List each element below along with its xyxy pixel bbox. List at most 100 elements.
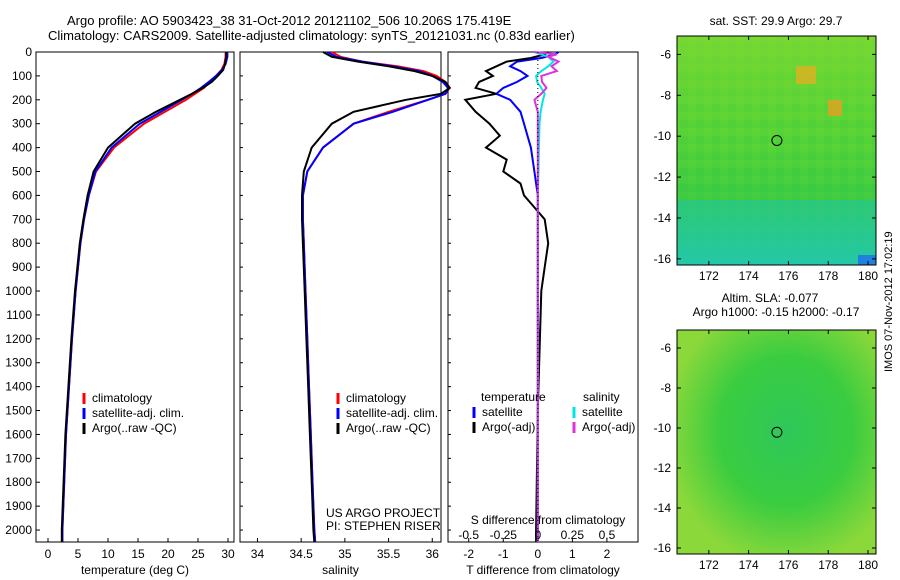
map-x-tick-label: 174 xyxy=(739,269,759,283)
legend-label: Argo(..raw -QC) xyxy=(346,421,431,435)
figure-title-line2: Climatology: CARS2009. Satellite-adjuste… xyxy=(48,28,575,43)
x-tick-label: 30 xyxy=(221,547,235,561)
y-tick-label: 1900 xyxy=(5,499,32,513)
sst-map-warm-patch xyxy=(796,66,816,84)
project-annotation: US ARGO PROJECT xyxy=(326,506,441,520)
sst-map-axes: 172 174 176 178 180 -6 -8 -10 -12 -14 -16 xyxy=(654,36,878,283)
map-x-tick-label: 176 xyxy=(778,558,798,572)
map-x-tick-label: 172 xyxy=(699,558,719,572)
y-tick-label: 0 xyxy=(25,45,32,59)
sla-map-axes: 172 174 176 178 180 -6 -8 -10 -12 -14 -16 xyxy=(654,330,878,572)
y-tick-label: 1100 xyxy=(6,308,32,322)
x-tick-label: 36 xyxy=(426,547,440,561)
map-y-tick-label: -16 xyxy=(654,541,672,555)
legend-label: climatology xyxy=(92,391,152,405)
legend-label: climatology xyxy=(346,391,406,405)
legend-label: satellite-adj. clim. xyxy=(346,406,438,420)
map-x-tick-label: 172 xyxy=(699,269,719,283)
x-tick-label: 20 xyxy=(161,547,175,561)
salinity-panel: 34 34.5 35 35.5 36 salinity climatologysatelli… xyxy=(239,51,452,577)
x-tick-label: 5 xyxy=(75,547,82,561)
x-axis-label: T difference from climatology xyxy=(466,563,620,577)
sla-map-title: Altim. SLA: -0.077 xyxy=(722,291,819,305)
series-line-temperature-argo-adj- xyxy=(463,51,550,542)
temperature-panel: 0100200300400500600700800900100011001200… xyxy=(5,45,235,577)
series-line-satellite-adj-clim- xyxy=(301,51,450,543)
plot-frame xyxy=(239,51,442,543)
sst-map-warm-patch xyxy=(828,100,842,116)
y-tick-label: 2000 xyxy=(5,523,32,537)
y-tick-label: 300 xyxy=(12,117,32,131)
map-y-tick-label: -12 xyxy=(654,170,672,184)
sla-map-panel: 172 174 176 178 180 -6 -8 -10 -12 -14 -16 Altim. S… xyxy=(654,291,879,572)
legend-label: Argo(..raw -QC) xyxy=(92,421,177,435)
legend-heading: salinity xyxy=(583,390,620,404)
y-tick-label: 200 xyxy=(12,93,32,107)
map-x-tick-label: 180 xyxy=(858,558,878,572)
series-line-satellite-adj-clim- xyxy=(61,52,229,542)
x-top-tick-label: 0.25 xyxy=(561,528,585,542)
sst-map-panel: 172 174 176 178 180 -6 -8 -10 -12 -14 -16 sat. SST… xyxy=(654,14,879,283)
x-axis-top-label: S difference from climatology xyxy=(471,513,626,527)
map-y-tick-label: -14 xyxy=(654,211,672,225)
x-tick-label: 2 xyxy=(604,547,611,561)
map-y-tick-label: -14 xyxy=(654,501,672,515)
x-tick-label: 35 xyxy=(338,547,352,561)
map-x-tick-label: 178 xyxy=(818,269,838,283)
y-tick-label: 1800 xyxy=(5,475,32,489)
x-tick-label: -2 xyxy=(463,547,474,561)
argo-location-marker xyxy=(771,426,783,438)
sst-map-frame xyxy=(676,35,877,266)
series-line-temperature-satellite xyxy=(494,51,560,542)
x-tick-label: 0 xyxy=(534,547,541,561)
sla-map-subtitle: Argo h1000: -0.15 h2000: -0.17 xyxy=(693,305,860,319)
legend-label: satellite xyxy=(582,405,623,419)
sst-map-title: sat. SST: 29.9 Argo: 29.7 xyxy=(710,14,843,28)
plot-frame xyxy=(447,51,639,543)
x-top-tick-label: 0 xyxy=(534,528,541,542)
map-y-tick-label: -10 xyxy=(654,129,672,143)
legend-label: Argo(-adj) xyxy=(582,420,635,434)
sst-map-cool-patch xyxy=(677,200,876,265)
map-x-tick-label: 174 xyxy=(739,558,759,572)
y-tick-label: 1600 xyxy=(5,427,32,441)
legend-label: Argo(-adj) xyxy=(482,420,535,434)
map-y-tick-label: -10 xyxy=(654,421,672,435)
y-tick-label: 1700 xyxy=(5,451,32,465)
figure-title-line1: Argo profile: AO 5903423_38 31-Oct-2012 … xyxy=(67,13,512,28)
legend-label: satellite-adj. clim. xyxy=(92,406,184,420)
x-tick-label: 10 xyxy=(101,547,115,561)
x-top-tick-label: -0.25 xyxy=(490,528,518,542)
sla-map-field xyxy=(677,330,876,554)
map-y-tick-label: -12 xyxy=(654,461,672,475)
y-tick-label: 1300 xyxy=(5,356,32,370)
y-tick-label: 600 xyxy=(12,188,32,202)
x-tick-label: 25 xyxy=(191,547,205,561)
map-x-tick-label: 180 xyxy=(858,269,878,283)
series-line-argo-raw-qc- xyxy=(301,51,452,543)
x-top-tick-label: 0.5 xyxy=(599,528,616,542)
sst-map-cool-patch xyxy=(858,255,876,265)
x-tick-label: 34.5 xyxy=(289,547,313,561)
pi-annotation: PI: STEPHEN RISER xyxy=(326,519,441,533)
x-tick-label: -1 xyxy=(498,547,509,561)
map-y-tick-label: -8 xyxy=(660,381,671,395)
legend-label: satellite xyxy=(482,405,523,419)
y-tick-label: 900 xyxy=(12,260,32,274)
y-tick-label: 100 xyxy=(12,69,32,83)
x-axis-label: temperature (deg C) xyxy=(81,563,189,577)
map-x-tick-label: 178 xyxy=(818,558,838,572)
x-axis-label: salinity xyxy=(322,563,359,577)
imos-stamp: IMOS 07-Nov-2012 17:02:19 xyxy=(883,231,895,372)
y-tick-label: 400 xyxy=(12,141,32,155)
x-top-tick-label: -0.5 xyxy=(458,528,479,542)
series-line-salinity-argo-adj- xyxy=(533,51,561,542)
map-y-tick-label: -6 xyxy=(660,47,671,61)
difference-panel: -2 -1 0 1 2 T difference from climatology S di… xyxy=(447,51,639,577)
y-tick-label: 500 xyxy=(12,165,32,179)
map-y-tick-label: -8 xyxy=(660,88,671,102)
y-tick-label: 1400 xyxy=(5,380,32,394)
y-tick-label: 1000 xyxy=(5,284,32,298)
series-line-argo-raw-qc- xyxy=(60,52,228,542)
